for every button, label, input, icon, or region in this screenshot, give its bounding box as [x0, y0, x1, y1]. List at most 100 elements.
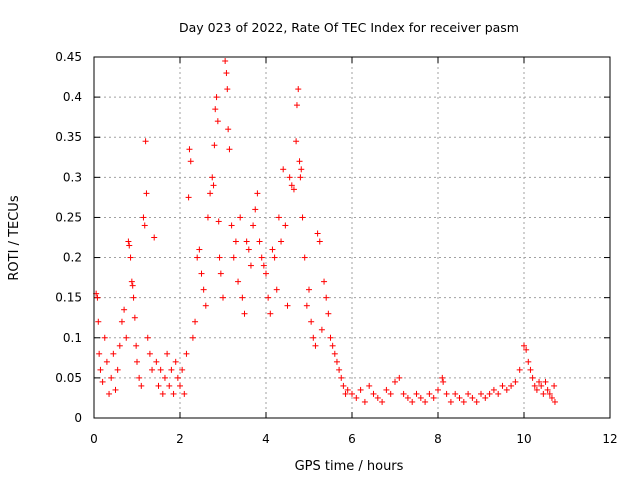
- data-point: [297, 174, 304, 181]
- chart-title: Day 023 of 2022, Rate Of TEC Index for r…: [179, 20, 519, 35]
- data-point: [235, 278, 242, 285]
- data-point: [544, 386, 551, 393]
- data-point: [286, 174, 293, 181]
- data-point: [114, 366, 121, 373]
- data-point: [495, 390, 502, 397]
- data-point: [211, 142, 218, 149]
- data-point: [533, 386, 540, 393]
- data-point: [116, 342, 123, 349]
- data-point: [312, 342, 319, 349]
- data-point: [435, 386, 441, 393]
- data-point: [527, 366, 534, 373]
- x-tick-label: 4: [262, 432, 270, 446]
- data-point: [482, 394, 489, 401]
- data-point: [303, 302, 310, 309]
- data-point: [316, 238, 323, 245]
- data-point: [133, 342, 140, 349]
- data-point: [225, 126, 232, 133]
- data-point: [189, 334, 196, 341]
- data-point: [344, 386, 351, 393]
- data-point: [94, 294, 101, 301]
- data-point: [342, 390, 349, 397]
- x-tick-label: 10: [516, 432, 531, 446]
- data-point: [540, 390, 547, 397]
- data-point: [155, 382, 162, 389]
- data-point: [340, 382, 347, 389]
- data-point: [164, 350, 171, 357]
- data-point: [379, 398, 386, 405]
- data-point: [318, 326, 325, 333]
- data-point: [237, 214, 244, 221]
- data-point: [144, 334, 151, 341]
- data-point: [516, 366, 523, 373]
- data-point: [196, 246, 203, 253]
- data-point: [439, 374, 446, 381]
- data-point: [542, 378, 549, 385]
- data-point: [327, 334, 334, 341]
- data-point: [153, 358, 160, 365]
- data-point: [213, 94, 220, 101]
- data-point: [308, 318, 315, 325]
- data-point: [174, 374, 181, 381]
- data-point: [101, 334, 108, 341]
- data-point: [172, 358, 179, 365]
- data-point: [194, 254, 201, 261]
- data-point: [224, 86, 231, 93]
- data-point: [170, 390, 177, 397]
- data-point: [95, 318, 102, 325]
- data-point: [296, 158, 303, 165]
- data-point: [290, 186, 297, 193]
- data-point: [127, 254, 134, 261]
- x-axis-title: GPS time / hours: [295, 459, 404, 474]
- data-point: [125, 238, 132, 245]
- data-point: [179, 366, 186, 373]
- data-point: [230, 254, 237, 261]
- data-point: [134, 358, 140, 365]
- data-point: [430, 394, 437, 401]
- data-point: [252, 206, 259, 213]
- data-point: [409, 398, 416, 405]
- data-point: [263, 270, 269, 277]
- plot-frame: [93, 56, 611, 419]
- data-point: [214, 118, 221, 125]
- data-point: [215, 218, 222, 225]
- data-point: [250, 222, 257, 229]
- data-point: [129, 282, 136, 289]
- data-point: [232, 238, 239, 245]
- data-point: [142, 138, 149, 145]
- data-point: [149, 366, 156, 373]
- data-point: [548, 394, 555, 401]
- y-tick-label: 0.25: [55, 210, 82, 224]
- data-point: [508, 382, 515, 389]
- data-point: [521, 342, 527, 349]
- data-point: [512, 378, 519, 385]
- data-point: [131, 314, 138, 321]
- data-point: [536, 378, 543, 385]
- data-point: [275, 214, 282, 221]
- data-point: [136, 374, 143, 381]
- data-point: [383, 386, 390, 393]
- data-point: [288, 182, 295, 189]
- data-point: [243, 238, 250, 245]
- data-point: [223, 70, 230, 77]
- data-point: [202, 302, 209, 309]
- data-point: [183, 350, 190, 357]
- data-point: [465, 390, 472, 397]
- data-point: [284, 302, 291, 309]
- data-point: [168, 366, 175, 373]
- y-tick-label: 0.2: [63, 251, 82, 265]
- data-point: [185, 194, 192, 201]
- data-point: [99, 378, 106, 385]
- data-point: [486, 390, 493, 397]
- data-point: [280, 166, 287, 173]
- data-point: [187, 158, 194, 165]
- data-point: [314, 230, 321, 237]
- data-point: [551, 398, 558, 405]
- data-point: [212, 106, 219, 113]
- data-point: [306, 286, 312, 293]
- data-point: [473, 398, 480, 405]
- data-point: [226, 146, 233, 153]
- data-point: [490, 386, 497, 393]
- data-point: [110, 350, 117, 357]
